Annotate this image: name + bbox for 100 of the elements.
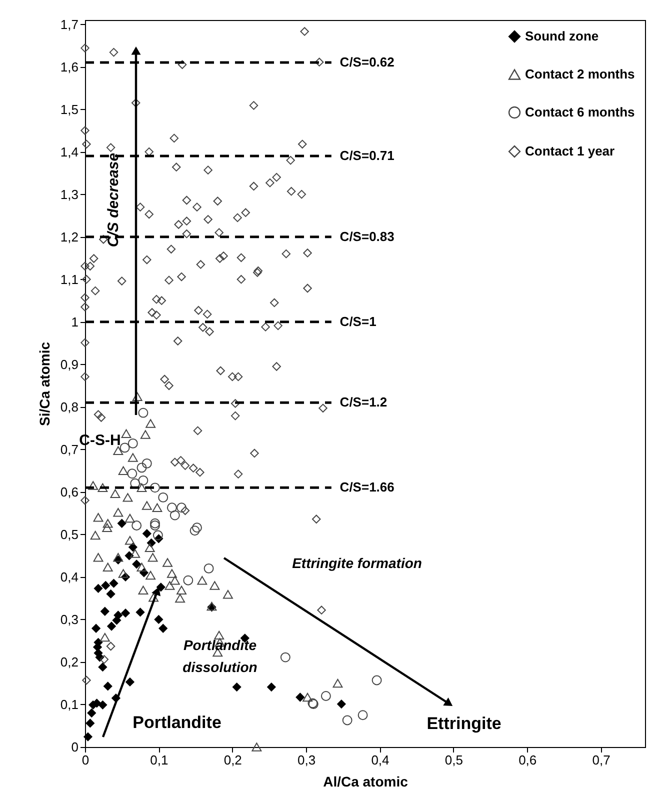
point xyxy=(127,468,138,479)
point xyxy=(232,682,242,692)
y-tick-label: 1,6 xyxy=(60,59,78,74)
point xyxy=(132,520,142,530)
point xyxy=(98,700,108,710)
y-tick-label: 1,5 xyxy=(60,102,78,117)
point xyxy=(342,715,352,726)
y-tick-label: 0,4 xyxy=(60,569,78,584)
point xyxy=(126,678,134,686)
y-tick-label: 1,4 xyxy=(60,144,78,160)
point xyxy=(162,558,172,567)
point xyxy=(192,522,202,533)
point xyxy=(113,508,124,517)
point xyxy=(102,519,113,528)
point xyxy=(98,662,108,672)
y-tick-label: 1,3 xyxy=(60,186,78,202)
legend-label: Contact 1 year xyxy=(525,144,615,158)
point xyxy=(296,692,305,702)
annotation: C/S=0.62 xyxy=(340,54,394,70)
point xyxy=(130,549,140,558)
point xyxy=(176,502,186,513)
annotation: C/S=1.66 xyxy=(340,480,394,495)
annotation: C/S decrease xyxy=(105,152,122,248)
x-tick-label: 0,4 xyxy=(371,752,390,768)
x-tick-label: 0,6 xyxy=(518,752,537,768)
y-tick-label: 0,1 xyxy=(60,696,78,712)
y-tick-label: 0,6 xyxy=(60,484,78,500)
annotation: Ettringite xyxy=(426,714,502,733)
point xyxy=(113,446,124,456)
point xyxy=(113,553,124,562)
x-tick-label: 0,7 xyxy=(592,752,610,768)
point xyxy=(118,569,128,578)
point xyxy=(120,442,130,453)
point xyxy=(197,576,208,585)
point xyxy=(204,563,214,574)
point xyxy=(150,518,160,528)
point xyxy=(337,700,346,708)
point xyxy=(124,514,135,523)
point xyxy=(136,483,147,492)
point xyxy=(109,578,118,588)
point xyxy=(142,501,152,510)
point xyxy=(124,536,135,545)
point xyxy=(90,530,100,540)
point xyxy=(136,462,147,473)
point xyxy=(158,492,168,502)
point xyxy=(118,466,128,476)
point xyxy=(93,513,104,522)
x-tick-label: 0 xyxy=(82,752,90,768)
x-axis-title: Al/Ca atomic xyxy=(323,774,408,790)
annotation: C/S=1.2 xyxy=(340,394,388,410)
point xyxy=(93,553,104,562)
point xyxy=(121,608,130,618)
point xyxy=(121,429,132,438)
point xyxy=(170,510,180,520)
point xyxy=(190,526,200,536)
point xyxy=(142,458,152,468)
point xyxy=(138,408,148,418)
point xyxy=(214,630,224,640)
point xyxy=(94,584,103,593)
point xyxy=(138,586,148,594)
y-tick-label: 0,9 xyxy=(60,356,78,372)
y-tick-label: 1,2 xyxy=(60,229,78,244)
point xyxy=(100,632,110,642)
point xyxy=(148,553,158,562)
point xyxy=(210,581,220,590)
y-tick-label: 0,5 xyxy=(60,526,78,542)
point xyxy=(101,581,110,590)
point xyxy=(107,622,116,631)
y-tick-label: 1,7 xyxy=(60,16,78,32)
point xyxy=(128,438,138,448)
point xyxy=(148,592,158,602)
y-tick-label: 0,8 xyxy=(60,399,78,414)
point xyxy=(86,718,95,728)
annotation: C/S=0.71 xyxy=(340,148,394,164)
point xyxy=(106,590,116,598)
point xyxy=(122,493,133,502)
point xyxy=(146,419,156,428)
point xyxy=(156,582,166,592)
x-tick-label: 0,1 xyxy=(150,752,168,768)
point xyxy=(136,608,145,617)
point xyxy=(150,520,160,530)
annotation: C/S=1 xyxy=(340,314,376,329)
point xyxy=(136,562,147,572)
legend-label: Contact 2 months xyxy=(525,66,635,82)
point xyxy=(110,489,120,498)
y-tick-label: 0 xyxy=(71,740,78,754)
point xyxy=(88,481,98,490)
y-tick-label: 0,2 xyxy=(60,654,78,670)
point xyxy=(152,503,162,512)
annotation: C/S=0.83 xyxy=(340,228,394,244)
point xyxy=(103,682,112,691)
y-tick-label: 0,3 xyxy=(60,612,78,627)
point xyxy=(358,710,368,720)
annotation: Portlandite dissolution xyxy=(182,637,258,675)
point xyxy=(146,570,156,580)
legend-label: Sound zone xyxy=(525,28,599,44)
annotation: Ettringite formation xyxy=(292,555,422,571)
point xyxy=(87,708,96,718)
point xyxy=(138,475,148,486)
y-axis-title: Si/Ca atomic xyxy=(36,342,52,426)
